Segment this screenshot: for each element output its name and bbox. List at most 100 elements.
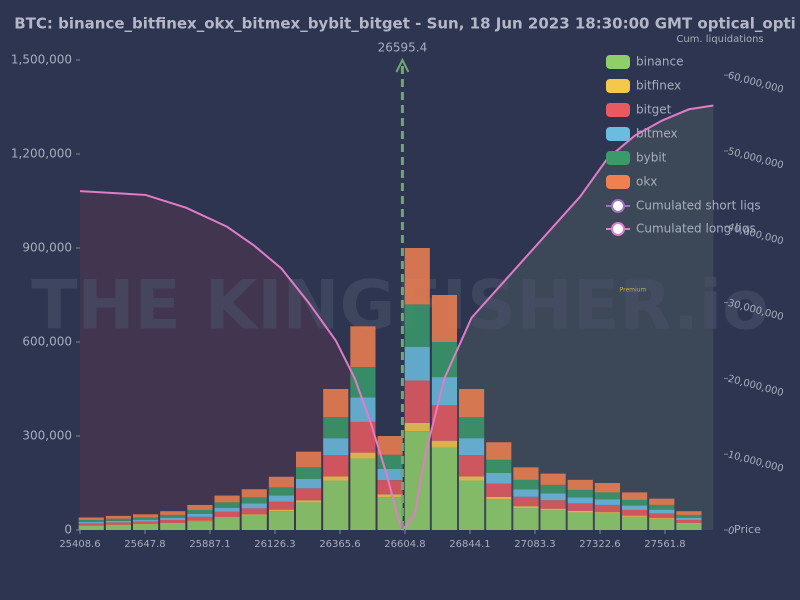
- bar-segment: [187, 521, 213, 530]
- bar-segment: [649, 498, 675, 505]
- bar-segment: [214, 517, 240, 519]
- legend-label: okx: [636, 175, 657, 189]
- bar-segment: [187, 516, 213, 521]
- legend-swatch: [606, 79, 630, 93]
- bar-segment: [132, 523, 159, 525]
- x-tick-label: 26365.6: [319, 539, 360, 550]
- bar-segment: [105, 522, 131, 525]
- bar-segment: [187, 513, 213, 517]
- bar-segment: [649, 504, 675, 510]
- x-tick-label: 26844.1: [449, 539, 490, 550]
- bar-segment: [676, 511, 702, 515]
- bar-segment: [323, 389, 349, 418]
- bar-segment: [459, 480, 485, 530]
- bar-segment: [214, 495, 240, 503]
- bar-segment: [567, 497, 593, 504]
- bar-segment: [241, 515, 267, 530]
- bar-segment: [78, 517, 104, 520]
- bar-segment: [296, 500, 322, 503]
- bar-segment: [459, 389, 485, 418]
- bar-segment: [404, 304, 430, 347]
- bar-segment: [160, 514, 186, 518]
- bar-segment: [486, 472, 512, 484]
- x-tick-label: 27083.3: [514, 539, 555, 550]
- bar-segment: [486, 483, 512, 497]
- cum-area: [80, 191, 403, 531]
- bar-segment: [377, 494, 403, 498]
- bar-segment: [649, 518, 675, 520]
- bar-segment: [268, 509, 295, 512]
- x-tick-label: 25408.6: [59, 539, 100, 550]
- legend-swatch: [606, 103, 630, 117]
- bar-segment: [268, 487, 295, 496]
- y-tick-label: 0: [64, 523, 72, 537]
- bar-segment: [350, 367, 376, 398]
- bar-segment: [160, 519, 186, 523]
- legend-swatch: [606, 55, 630, 69]
- y-tick-label: 1,200,000: [11, 147, 72, 161]
- bar-segment: [350, 326, 376, 368]
- legend-swatch: [606, 175, 630, 189]
- bar-segment: [404, 422, 430, 432]
- bar-segment: [594, 504, 621, 513]
- legend-label: bitfinex: [636, 79, 681, 93]
- bar-segment: [404, 248, 430, 305]
- y-tick-label: 600,000: [22, 335, 72, 349]
- bar-segment: [676, 519, 702, 523]
- bar-segment: [649, 509, 675, 514]
- bar-segment: [540, 500, 566, 509]
- bar-segment: [241, 497, 267, 504]
- bar-segment: [540, 484, 566, 494]
- bar-segment: [540, 493, 566, 501]
- legend-marker: [611, 222, 625, 236]
- bar-segment: [594, 513, 621, 530]
- bar-segment: [377, 497, 403, 530]
- bar-segment: [160, 523, 186, 530]
- bar-segment: [377, 468, 403, 481]
- bar-segment: [594, 483, 621, 493]
- bar-segment: [323, 455, 349, 477]
- x-tick-label: 25887.1: [189, 539, 230, 550]
- bar-segment: [350, 452, 376, 459]
- bar-segment: [268, 501, 295, 510]
- bar-segment: [268, 495, 295, 502]
- cum-line: [401, 104, 714, 531]
- bar-segment: [594, 492, 621, 500]
- bar-segment: [296, 451, 322, 468]
- x-tick-label: 25647.8: [124, 539, 165, 550]
- y2-axis-label: Cum. liquidations: [676, 34, 763, 45]
- x-tick-label: 26126.3: [254, 539, 295, 550]
- bar-segment: [132, 514, 159, 518]
- bar-segment: [649, 519, 675, 530]
- price-label: 26595.4: [378, 41, 428, 55]
- bar-segment: [296, 488, 322, 501]
- bar-segment: [105, 515, 131, 519]
- bar-segment: [404, 346, 430, 381]
- y-tick-label: 900,000: [22, 241, 72, 255]
- bar-segment: [404, 380, 430, 423]
- legend-swatch: [606, 127, 630, 141]
- watermark: THE KINGFISHER.io: [31, 267, 769, 346]
- bar-segment: [459, 438, 485, 456]
- bar-segment: [105, 524, 131, 530]
- bar-segment: [540, 508, 566, 511]
- bar-segment: [567, 503, 593, 511]
- bar-segment: [78, 521, 104, 524]
- bar-segment: [323, 476, 349, 481]
- bar-segment: [323, 417, 349, 439]
- bar-segment: [132, 524, 159, 530]
- bar-segment: [105, 518, 131, 521]
- bar-segment: [187, 520, 213, 522]
- y2-tick-label: 0: [726, 525, 735, 537]
- bar-segment: [622, 499, 648, 506]
- bar-segment: [622, 492, 648, 500]
- chart-title: BTC: binance_bitfinex_okx_bitmex_bybit_b…: [14, 15, 796, 33]
- bar-segment: [377, 436, 403, 455]
- bar-segment: [160, 522, 186, 524]
- legend-swatch: [606, 151, 630, 165]
- legend-label: Cumulated short liqs: [636, 199, 761, 213]
- legend-marker: [611, 199, 625, 213]
- bar-segment: [268, 511, 295, 530]
- bar-segment: [594, 512, 621, 514]
- bar-segment: [241, 508, 267, 515]
